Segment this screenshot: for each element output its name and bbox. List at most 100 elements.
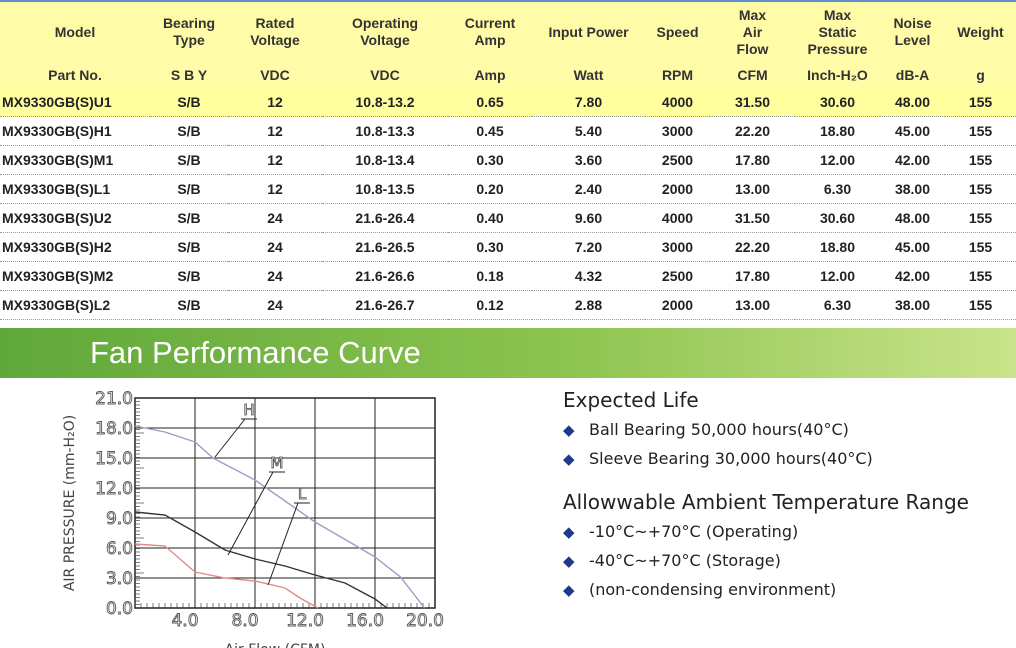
x-tick-label: 16.0 (346, 611, 384, 631)
performance-chart: 0.0 3.0 6.0 9.0 12.0 15.0 18.0 21.0 4.0 8.0 12.0 16… (62, 389, 444, 648)
table-cell: 0.12 (448, 290, 532, 320)
table-cell: 5.40 (532, 116, 645, 146)
table-cell: MX9330GB(S)L2 (0, 290, 150, 320)
column-header: Noise Level (880, 2, 945, 62)
table-cell: 10.8-13.4 (322, 145, 448, 175)
notes: Expected Life Ball Bearing 50,000 hours(4… (563, 388, 969, 621)
table-cell: 2000 (645, 290, 710, 320)
spec-table: Model Bearing Type Rated Voltage Operating … (0, 2, 1016, 320)
table-cell: 17.80 (710, 145, 795, 175)
table-cell: 42.00 (880, 145, 945, 175)
column-header: Model (0, 2, 150, 62)
table-cell: 6.30 (795, 290, 880, 320)
table-cell: 48.00 (880, 203, 945, 233)
column-header: Bearing Type (150, 2, 228, 62)
table-cell: 3.60 (532, 145, 645, 175)
y-tick-label: 21.0 (95, 389, 133, 409)
table-cell: 45.00 (880, 116, 945, 146)
table-cell: 0.65 (448, 88, 532, 117)
table-cell: 3000 (645, 116, 710, 146)
column-header: Operating Voltage (322, 2, 448, 62)
y-tick-label: 3.0 (106, 569, 133, 589)
y-tick-label: 9.0 (106, 509, 133, 529)
table-cell: 7.20 (532, 232, 645, 262)
table-cell: 13.00 (710, 174, 795, 204)
table-cell: 22.20 (710, 116, 795, 146)
table-cell: S/B (150, 145, 228, 175)
table-row: MX9330GB(S)M2 S/B 24 21.6-26.6 0.18 4.32 2500 1… (0, 261, 1016, 291)
table-cell: S/B (150, 203, 228, 233)
column-unit: g (945, 62, 1016, 88)
table-cell: 17.80 (710, 261, 795, 291)
leader-line (214, 418, 246, 458)
notes-item: Ball Bearing 50,000 hours(40°C) (563, 420, 969, 449)
table-cell: S/B (150, 261, 228, 291)
table-cell: 0.30 (448, 145, 532, 175)
table-cell: 155 (945, 174, 1016, 204)
table-cell: MX9330GB(S)L1 (0, 174, 150, 204)
column-unit: Part No. (0, 62, 150, 88)
column-header: Current Amp (448, 2, 532, 62)
table-cell: 31.50 (710, 88, 795, 117)
table-cell: 7.80 (532, 88, 645, 117)
notes-item: (non-condensing environment) (563, 580, 969, 609)
table-cell: S/B (150, 88, 228, 117)
table-row: MX9330GB(S)H1 S/B 12 10.8-13.3 0.45 5.40 3000 2… (0, 116, 1016, 146)
table-cell: S/B (150, 174, 228, 204)
notes-item: Sleeve Bearing 30,000 hours(40°C) (563, 449, 969, 478)
table-row: MX9330GB(S)L2 S/B 24 21.6-26.7 0.12 2.88 2000 1… (0, 290, 1016, 320)
table-cell: 6.30 (795, 174, 880, 204)
table-cell: 2500 (645, 145, 710, 175)
table-cell: 12 (228, 145, 322, 175)
column-unit: Inch-H₂O (795, 62, 880, 88)
x-tick-label: 4.0 (171, 611, 198, 631)
table-cell: 0.20 (448, 174, 532, 204)
column-unit: dB-A (880, 62, 945, 88)
y-tick-label: 18.0 (95, 419, 133, 439)
column-unit: CFM (710, 62, 795, 88)
curve-label: L (298, 485, 307, 503)
column-unit: Amp (448, 62, 532, 88)
table-cell: 24 (228, 203, 322, 233)
table-cell: 10.8-13.2 (322, 88, 448, 117)
column-header: Max Static Pressure (795, 2, 880, 62)
curve (134, 425, 426, 609)
notes-item: -40°C~+70°C (Storage) (563, 551, 969, 580)
table-cell: 38.00 (880, 290, 945, 320)
section-title: Fan Performance Curve (90, 335, 421, 370)
table-cell: MX9330GB(S)U2 (0, 203, 150, 233)
y-tick-label: 12.0 (95, 479, 133, 499)
y-axis-label: AIR PRESSURE (mm-H₂O) (62, 415, 78, 591)
table-cell: 0.40 (448, 203, 532, 233)
table-cell: 21.6-26.5 (322, 232, 448, 262)
table-cell: 12.00 (795, 145, 880, 175)
x-tick-label: 8.0 (231, 611, 258, 631)
table-cell: 30.60 (795, 203, 880, 233)
table-cell: 0.30 (448, 232, 532, 262)
y-tick-label: 15.0 (95, 449, 133, 469)
x-axis-label: Air Flow (CFM) (225, 642, 326, 648)
column-header: Weight (945, 2, 1016, 62)
table-cell: 155 (945, 88, 1016, 117)
table-cell: S/B (150, 116, 228, 146)
table-cell: 10.8-13.5 (322, 174, 448, 204)
table-row: MX9330GB(S)L1 S/B 12 10.8-13.5 0.20 2.40 2000 1… (0, 174, 1016, 204)
column-header: Input Power (532, 2, 645, 62)
y-tick-label: 6.0 (106, 539, 133, 559)
table-cell: 155 (945, 290, 1016, 320)
table-cell: 31.50 (710, 203, 795, 233)
notes-list: -10°C~+70°C (Operating)-40°C~+70°C (Stor… (563, 522, 969, 609)
table-cell: MX9330GB(S)H2 (0, 232, 150, 262)
table-cell: 38.00 (880, 174, 945, 204)
curve-label: H (243, 401, 254, 419)
table-cell: S/B (150, 290, 228, 320)
table-cell: 12 (228, 88, 322, 117)
table-cell: 155 (945, 203, 1016, 233)
table-cell: MX9330GB(S)H1 (0, 116, 150, 146)
table-cell: 3000 (645, 232, 710, 262)
column-unit: VDC (228, 62, 322, 88)
table-cell: 2500 (645, 261, 710, 291)
table-cell: MX9330GB(S)M2 (0, 261, 150, 291)
table-cell: 21.6-26.4 (322, 203, 448, 233)
leader-line (267, 502, 299, 586)
